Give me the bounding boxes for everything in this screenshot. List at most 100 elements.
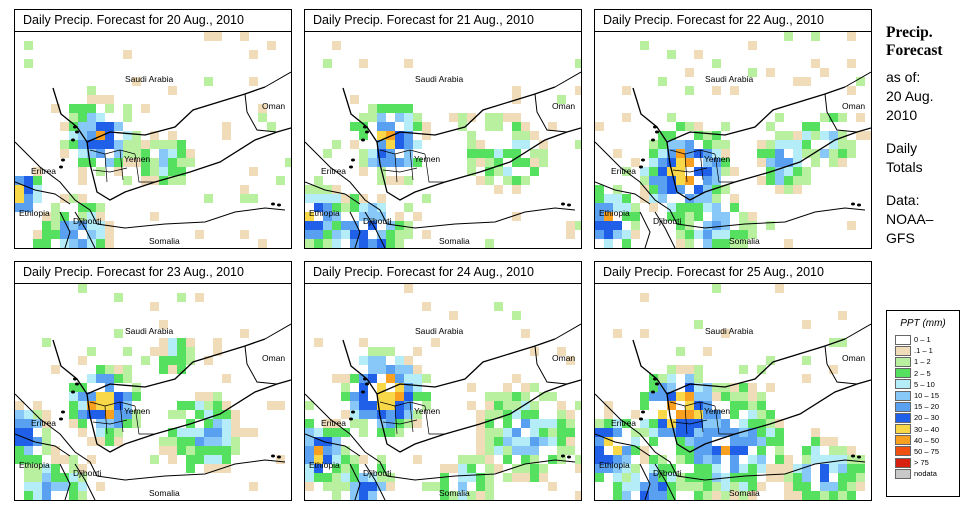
- precip-cell: [87, 95, 96, 104]
- precip-cell: [631, 230, 640, 239]
- precip-cell: [784, 455, 793, 464]
- precip-cell: [240, 32, 249, 41]
- precip-cell: [613, 491, 622, 500]
- country-border: [595, 433, 651, 457]
- precip-cell: [530, 131, 539, 140]
- precip-cell: [494, 302, 503, 311]
- precip-cell: [368, 410, 377, 419]
- precip-cell: [829, 482, 838, 491]
- country-border: [595, 141, 678, 225]
- precip-cell: [78, 419, 87, 428]
- precip-cell: [613, 221, 622, 230]
- precip-cell: [96, 167, 105, 176]
- legend-swatch: [895, 468, 911, 479]
- precip-cell: [820, 473, 829, 482]
- precip-cell: [87, 104, 96, 113]
- precip-cell: [359, 419, 368, 428]
- precip-cell: [658, 185, 667, 194]
- governorate-border: [379, 149, 426, 155]
- country-border: [844, 71, 871, 88]
- legend-label: 15 – 20: [914, 402, 940, 412]
- precip-cell: [60, 140, 69, 149]
- precip-cell: [177, 446, 186, 455]
- precip-cell: [213, 419, 222, 428]
- precip-grid: [15, 284, 285, 500]
- precip-cell: [485, 419, 494, 428]
- precip-cell: [413, 113, 422, 122]
- governorate-border: [89, 401, 136, 407]
- country-border: [639, 211, 651, 248]
- precip-cell: [694, 473, 703, 482]
- island: [639, 417, 643, 421]
- precip-cell: [595, 203, 604, 212]
- precip-cell: [305, 428, 314, 437]
- precip-cell: [87, 131, 96, 140]
- precip-cell: [341, 203, 350, 212]
- place-label-ethiopia: Ethiopia: [309, 460, 340, 470]
- place-label-eritrea: Eritrea: [611, 166, 636, 176]
- precip-cell: [784, 185, 793, 194]
- precip-cell: [566, 221, 575, 230]
- precip-cell: [530, 149, 539, 158]
- precip-cell: [341, 464, 350, 473]
- precip-cell: [802, 446, 811, 455]
- island: [73, 125, 77, 129]
- precip-cell: [730, 401, 739, 410]
- legend-label: 5 – 10: [914, 379, 935, 389]
- precip-cell: [15, 419, 24, 428]
- precip-cell: [422, 194, 431, 203]
- precip-cell: [829, 140, 838, 149]
- precip-cell: [694, 392, 703, 401]
- precip-cell: [595, 221, 604, 230]
- precip-cell: [204, 419, 213, 428]
- country-border: [534, 345, 568, 385]
- precip-cell: [521, 473, 530, 482]
- precip-cell: [395, 212, 404, 221]
- precip-cell: [168, 347, 177, 356]
- precip-cell: [730, 455, 739, 464]
- precip-cell: [721, 446, 730, 455]
- island: [567, 203, 571, 207]
- precip-cell: [404, 113, 413, 122]
- precip-cell: [314, 230, 323, 239]
- precip-cell: [649, 437, 658, 446]
- precip-cell: [395, 230, 404, 239]
- precip-cell: [96, 212, 105, 221]
- precip-cell: [368, 491, 377, 500]
- legend-item: > 75: [887, 457, 959, 468]
- island: [361, 390, 365, 394]
- precip-cell: [467, 473, 476, 482]
- precip-cell: [114, 167, 123, 176]
- precip-cell: [368, 374, 377, 383]
- precip-cell: [521, 446, 530, 455]
- precip-cell: [359, 230, 368, 239]
- precip-cell: [114, 428, 123, 437]
- precip-cell: [667, 158, 676, 167]
- precip-cell: [42, 473, 51, 482]
- precip-cell: [368, 365, 377, 374]
- precip-cell: [775, 167, 784, 176]
- precip-cell: [323, 482, 332, 491]
- precip-cell: [413, 392, 422, 401]
- country-border: [349, 211, 361, 248]
- precip-cell: [503, 383, 512, 392]
- legend-item: 20 – 30: [887, 412, 959, 423]
- precip-cell: [539, 140, 548, 149]
- precip-cell: [78, 194, 87, 203]
- precip-cell: [476, 428, 485, 437]
- precip-cell: [123, 158, 132, 167]
- precip-cell: [33, 491, 42, 500]
- precip-cell: [676, 446, 685, 455]
- precip-cell: [811, 455, 820, 464]
- precip-cell: [802, 482, 811, 491]
- precip-cell: [314, 338, 323, 347]
- precip-cell: [694, 437, 703, 446]
- precip-cell: [631, 482, 640, 491]
- precip-cell: [530, 437, 539, 446]
- precip-cell: [730, 86, 739, 95]
- precip-cell: [78, 428, 87, 437]
- precip-cell: [676, 437, 685, 446]
- precip-cell: [123, 149, 132, 158]
- precip-cell: [96, 203, 105, 212]
- legend-item: 1 – 2: [887, 356, 959, 367]
